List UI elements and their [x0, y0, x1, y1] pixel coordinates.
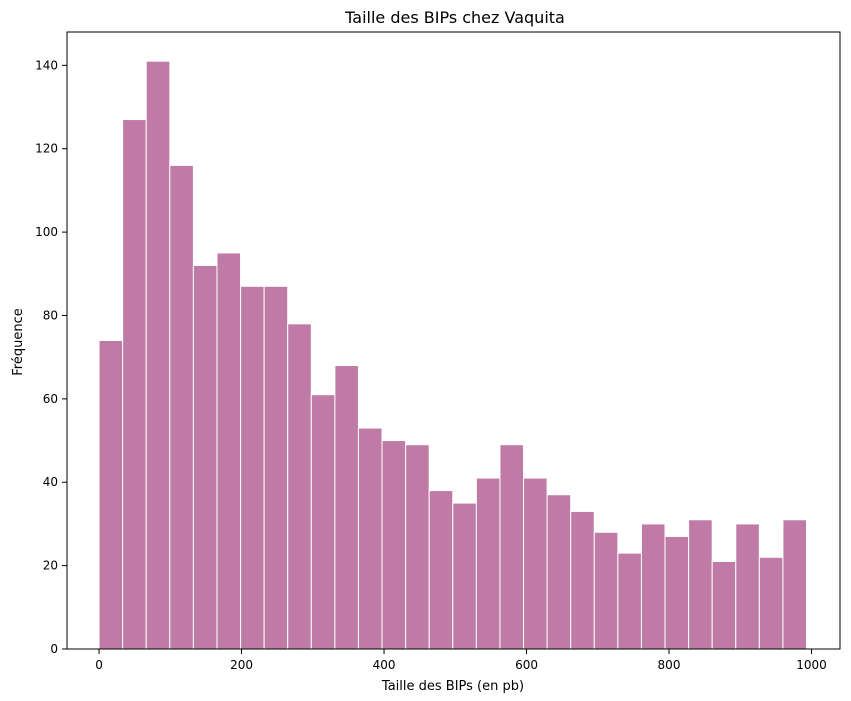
histogram-bar [98, 340, 124, 650]
histogram-bar [452, 502, 477, 650]
y-tick-label: 60 [43, 392, 58, 406]
y-tick-label: 40 [43, 475, 58, 489]
histogram-bar [428, 490, 454, 650]
y-tick-label: 80 [43, 308, 58, 322]
histogram-bar [475, 477, 501, 650]
histogram-bar [169, 164, 194, 650]
y-tick-label: 120 [35, 142, 58, 156]
histogram-bar [405, 444, 430, 650]
y-axis-label: Fréquence [11, 308, 26, 375]
histogram-bar [640, 523, 666, 650]
x-tick-label: 200 [230, 658, 253, 672]
histogram-bar [546, 494, 572, 650]
histogram-bar [711, 560, 737, 650]
y-tick-label: 100 [35, 225, 58, 239]
histogram-bar [570, 510, 595, 650]
x-axis-label: Taille des BIPs (en pb) [381, 679, 524, 694]
histogram-bar [617, 552, 642, 650]
histogram-bar [499, 444, 525, 650]
histogram-bar [735, 523, 760, 650]
x-tick-label: 1000 [796, 658, 827, 672]
histogram-bar [758, 556, 784, 650]
histogram-bar [357, 427, 383, 650]
histogram-bar [334, 365, 359, 650]
histogram-bar [593, 531, 619, 650]
y-tick-label: 0 [50, 642, 58, 656]
histogram-bar [287, 323, 312, 650]
histogram-bar [523, 477, 548, 650]
histogram-bar [216, 252, 242, 650]
x-tick-label: 800 [658, 658, 681, 672]
histogram-bar [240, 285, 265, 650]
histogram-bar [381, 440, 407, 650]
histogram-bar [782, 519, 808, 650]
bars-group [98, 60, 808, 650]
histogram-bar [664, 535, 690, 650]
histogram-bar [192, 264, 218, 650]
y-tick-label: 140 [35, 58, 58, 72]
y-axis-ticks: 0 20 40 60 80 100 120 140 [35, 58, 67, 656]
histogram-bar [145, 60, 171, 650]
histogram-bar [263, 285, 289, 650]
x-tick-label: 600 [515, 658, 538, 672]
histogram-bar [688, 519, 713, 650]
y-tick-label: 20 [43, 559, 58, 573]
x-tick-label: 0 [95, 658, 103, 672]
chart-title: Taille des BIPs chez Vaquita [344, 8, 565, 27]
histogram-bar [122, 119, 147, 650]
x-tick-label: 400 [373, 658, 396, 672]
histogram-bar [310, 394, 336, 650]
plot-area-frame [66, 31, 841, 650]
x-axis-ticks: 0 200 400 600 800 1000 [95, 649, 827, 672]
